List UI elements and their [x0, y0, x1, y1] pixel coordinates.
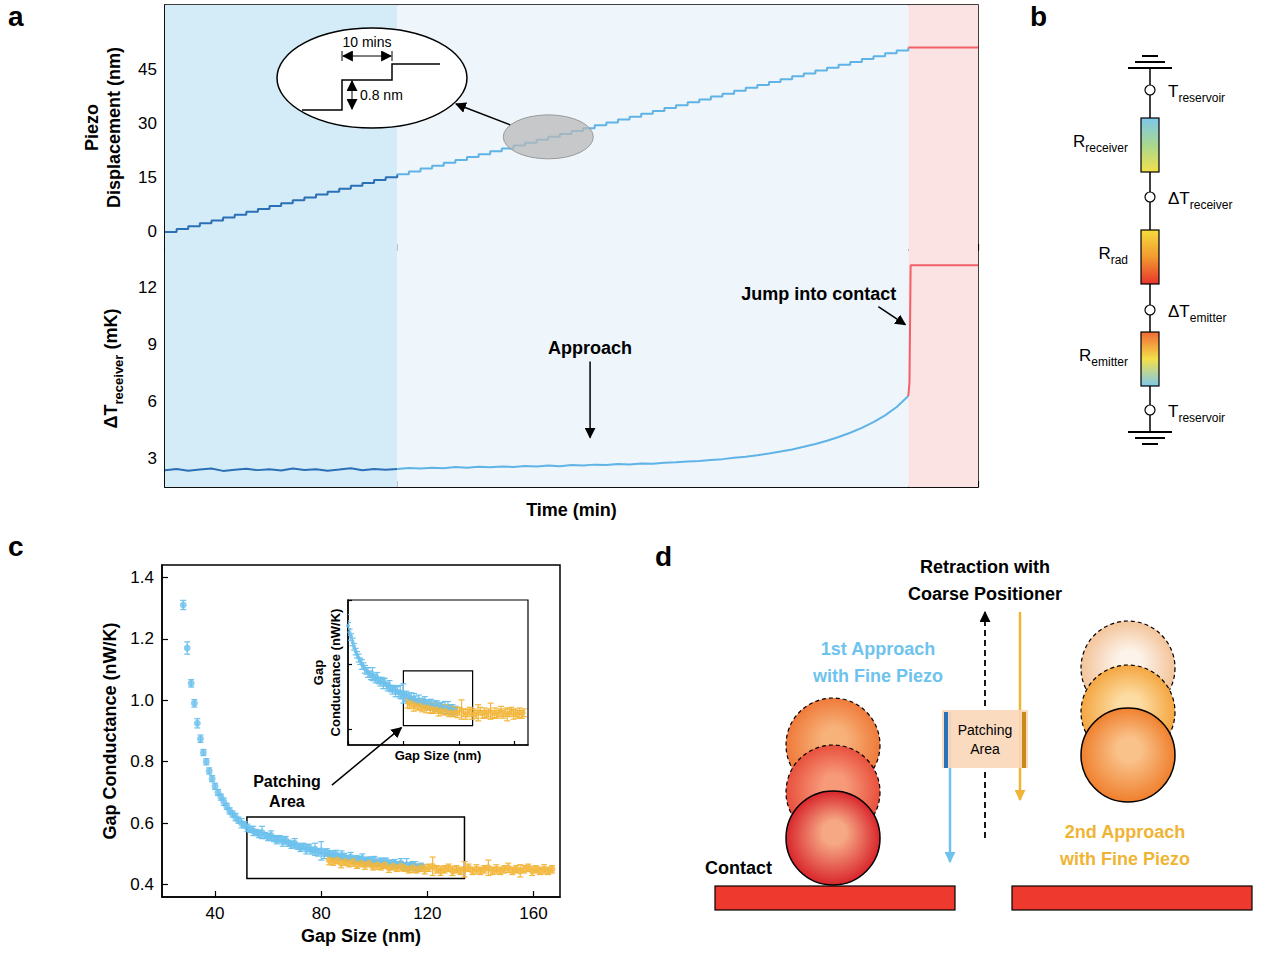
svg-text:Jump into contact: Jump into contact: [741, 284, 896, 304]
svg-text:0.4: 0.4: [130, 875, 154, 894]
svg-text:Piezo: Piezo: [82, 104, 102, 151]
svg-text:30: 30: [138, 114, 157, 133]
svg-text:9: 9: [148, 335, 157, 354]
svg-text:Retraction with: Retraction with: [920, 557, 1050, 577]
svg-text:Area: Area: [269, 793, 305, 810]
svg-text:receiver: receiver: [111, 355, 126, 405]
svg-text:Gap: Gap: [311, 660, 326, 685]
svg-text:2nd Approach: 2nd Approach: [1065, 822, 1185, 842]
svg-text:Patching: Patching: [253, 773, 321, 790]
svg-text:d: d: [655, 541, 672, 572]
svg-text:Gap Size (nm): Gap Size (nm): [395, 748, 482, 763]
svg-text:45: 45: [138, 60, 157, 79]
svg-text:15: 15: [138, 168, 157, 187]
svg-text:c: c: [8, 531, 24, 562]
svg-text:b: b: [1030, 1, 1047, 32]
svg-text:Coarse Positioner: Coarse Positioner: [908, 584, 1062, 604]
svg-text:1st Approach: 1st Approach: [821, 639, 935, 659]
svg-text:Gap Size (nm): Gap Size (nm): [301, 926, 421, 946]
svg-text:1.4: 1.4: [130, 568, 154, 587]
svg-text:Rreceiver: Rreceiver: [1073, 132, 1128, 155]
svg-text:with Fine Piezo: with Fine Piezo: [1059, 849, 1190, 869]
svg-text:0.6: 0.6: [130, 814, 154, 833]
svg-text:Approach: Approach: [548, 338, 632, 358]
svg-text:40: 40: [206, 904, 225, 923]
svg-text:6: 6: [148, 392, 157, 411]
svg-text:0: 0: [148, 222, 157, 241]
svg-text:Remitter: Remitter: [1079, 346, 1128, 369]
svg-text:Contact: Contact: [705, 858, 772, 878]
svg-text:Treservoir: Treservoir: [1168, 82, 1225, 105]
svg-text:(mK): (mK): [101, 309, 121, 355]
svg-text:Treservoir: Treservoir: [1168, 402, 1225, 425]
svg-text:with Fine Piezo: with Fine Piezo: [812, 666, 943, 686]
svg-text:ΔTemitter: ΔTemitter: [1168, 302, 1226, 325]
svg-text:Gap Conductance (nW/K): Gap Conductance (nW/K): [100, 623, 120, 840]
svg-text:1.2: 1.2: [130, 629, 154, 648]
svg-text:12: 12: [138, 278, 157, 297]
svg-text:0.8 nm: 0.8 nm: [360, 87, 403, 103]
svg-text:ΔT: ΔT: [101, 404, 121, 428]
svg-text:120: 120: [413, 904, 441, 923]
svg-text:160: 160: [519, 904, 547, 923]
svg-text:10 mins: 10 mins: [342, 34, 391, 50]
svg-text:Patching: Patching: [958, 722, 1012, 738]
svg-text:Rrad: Rrad: [1098, 244, 1128, 267]
svg-text:3: 3: [148, 449, 157, 468]
svg-text:ΔTreceiver: ΔTreceiver: [1168, 189, 1232, 212]
svg-text:a: a: [8, 1, 24, 32]
svg-text:Area: Area: [970, 741, 1000, 757]
svg-text:Displacement (nm): Displacement (nm): [104, 47, 124, 208]
svg-text:80: 80: [312, 904, 331, 923]
svg-text:Time (min): Time (min): [526, 500, 617, 520]
svg-text:0.8: 0.8: [130, 752, 154, 771]
svg-text:Conductance (nW/K): Conductance (nW/K): [328, 609, 343, 737]
svg-text:1.0: 1.0: [130, 691, 154, 710]
